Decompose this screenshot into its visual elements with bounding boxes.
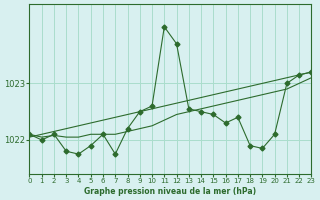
X-axis label: Graphe pression niveau de la mer (hPa): Graphe pression niveau de la mer (hPa) bbox=[84, 187, 257, 196]
